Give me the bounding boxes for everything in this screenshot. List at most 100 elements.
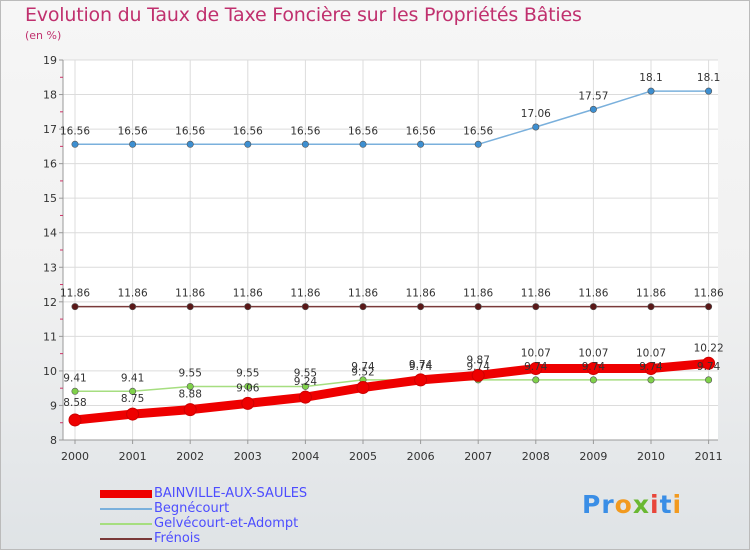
data-label-3: 11.86: [521, 288, 551, 300]
data-point-3: [532, 303, 540, 311]
data-point-3: [589, 303, 597, 311]
data-point-0: [298, 390, 312, 404]
legend-item-gelvecourt: Gelvécourt-et-Adompt: [100, 516, 307, 531]
data-label-1: 16.56: [348, 125, 378, 137]
legend-swatch-begnecourt: [100, 507, 152, 510]
data-label-2: 9.74: [409, 361, 433, 373]
data-label-0: 8.75: [121, 393, 144, 405]
data-label-3: 11.86: [290, 288, 320, 300]
data-label-3: 11.86: [636, 288, 666, 300]
data-label-3: 11.86: [175, 288, 205, 300]
data-label-2: 9.74: [582, 361, 606, 373]
data-label-1: 16.56: [290, 125, 320, 137]
data-label-3: 11.86: [348, 288, 378, 300]
data-label-3: 11.86: [463, 288, 493, 300]
data-point-3: [244, 303, 252, 311]
data-point-3: [186, 303, 194, 311]
data-point-3: [474, 303, 482, 311]
data-point-3: [417, 303, 425, 311]
logo-letter: r: [601, 490, 615, 519]
data-point-3: [705, 303, 713, 311]
data-label-0: 10.07: [578, 347, 608, 359]
data-label-0: 9.87: [467, 354, 490, 366]
data-point-1: [244, 140, 252, 148]
data-point-2: [186, 382, 194, 390]
data-point-1: [532, 123, 540, 131]
data-point-0: [586, 361, 600, 375]
data-label-1: 16.56: [233, 125, 263, 137]
data-point-1: [129, 140, 137, 148]
data-label-3: 11.86: [60, 288, 90, 300]
data-point-2: [589, 376, 597, 384]
legend-item-begnecourt: Begnécourt: [100, 501, 307, 516]
data-point-0: [702, 356, 716, 370]
data-point-2: [71, 387, 79, 395]
data-label-2: 9.74: [467, 361, 491, 373]
logo-letter: i: [672, 490, 683, 519]
series-line-1: [74, 90, 710, 146]
y-tick-label: 14: [43, 227, 57, 240]
logo-letter: x: [632, 490, 650, 519]
series-line-0: [70, 358, 714, 425]
data-point-2: [532, 376, 540, 384]
y-tick-label: 16: [43, 158, 57, 171]
data-point-1: [186, 140, 194, 148]
data-label-2: 9.41: [121, 372, 144, 384]
x-tick-label: 2003: [234, 450, 262, 463]
data-label-0: 9.52: [351, 366, 374, 378]
legend-label-gelvecourt: Gelvécourt-et-Adompt: [154, 516, 299, 531]
data-label-3: 11.86: [406, 288, 436, 300]
x-tick-label: 2006: [407, 450, 435, 463]
data-label-3: 11.86: [233, 288, 263, 300]
data-label-1: 18.1: [639, 72, 662, 84]
data-point-0: [183, 403, 197, 417]
data-label-0: 9.06: [236, 382, 260, 394]
legend: BAINVILLE-AUX-SAULES Begnécourt Gelvécou…: [100, 486, 307, 546]
chart-subtitle: (en %): [25, 29, 62, 42]
y-tick-label: 8: [50, 434, 57, 447]
legend-swatch-gelvecourt: [100, 522, 152, 525]
data-point-2: [244, 382, 252, 390]
data-point-0: [356, 380, 370, 394]
data-label-1: 18.1: [697, 72, 720, 84]
data-label-2: 9.55: [236, 367, 259, 379]
y-tick-label: 13: [43, 261, 57, 274]
x-tick-label: 2010: [637, 450, 665, 463]
logo-letter: t: [659, 490, 673, 519]
legend-swatch-frenois: [100, 537, 152, 540]
data-label-0: 10.22: [694, 342, 724, 354]
data-point-0: [644, 361, 658, 375]
x-tick-label: 2001: [119, 450, 147, 463]
data-label-2: 9.74: [697, 361, 721, 373]
data-point-2: [301, 382, 309, 390]
plot-area: [63, 60, 718, 440]
proxiti-logo: Proxiti: [582, 490, 682, 519]
data-point-0: [529, 361, 543, 375]
data-point-2: [647, 376, 655, 384]
y-tick-label: 11: [43, 330, 57, 343]
data-point-1: [474, 140, 482, 148]
data-point-0: [68, 413, 82, 427]
data-label-2: 9.55: [294, 367, 317, 379]
data-label-3: 11.86: [578, 288, 608, 300]
data-point-1: [359, 140, 367, 148]
x-tick-label: 2005: [349, 450, 377, 463]
data-point-1: [705, 87, 713, 95]
data-label-0: 10.07: [636, 347, 666, 359]
data-point-1: [589, 105, 597, 113]
data-label-2: 9.74: [524, 361, 548, 373]
data-label-1: 16.56: [175, 125, 205, 137]
data-label-1: 16.56: [463, 125, 493, 137]
data-point-1: [647, 87, 655, 95]
x-tick-label: 2011: [695, 450, 723, 463]
y-tick-label: 17: [43, 123, 57, 136]
data-label-2: 9.55: [179, 367, 202, 379]
y-tick-label: 19: [43, 54, 57, 67]
data-label-0: 8.58: [63, 397, 86, 409]
data-label-2: 9.74: [351, 361, 375, 373]
data-label-1: 16.56: [60, 125, 90, 137]
data-point-1: [417, 140, 425, 148]
data-point-0: [126, 407, 140, 421]
legend-label-frenois: Frénois: [154, 531, 201, 546]
data-label-0: 10.07: [521, 347, 551, 359]
